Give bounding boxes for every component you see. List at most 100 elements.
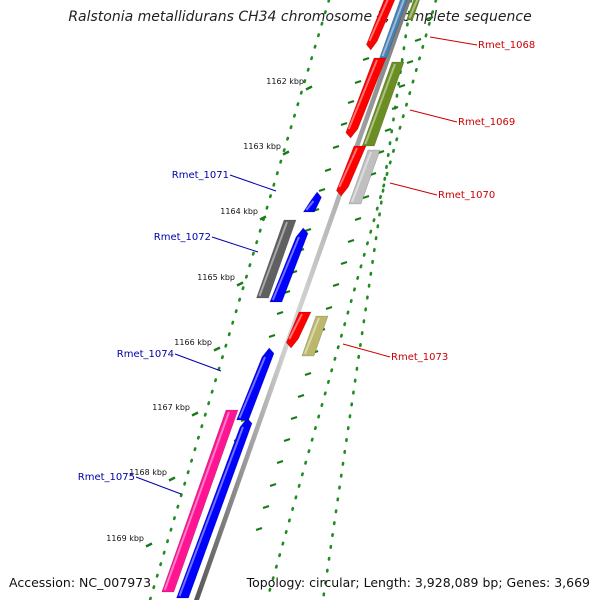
gene-label-rmet-1068[interactable]: Rmet_1068 [478, 40, 535, 51]
ruler-tick [282, 150, 290, 156]
ruler-tick-label: 1162 kbp [266, 77, 304, 86]
ruler-tick [268, 333, 276, 339]
ruler-tick [332, 282, 340, 288]
gene-leader-line [342, 343, 391, 358]
ruler-tick [414, 37, 422, 43]
ruler-tick [318, 187, 326, 193]
cog-feature-rmet-1073-highlight [303, 317, 320, 355]
ruler-tick-label: 1166 kbp [174, 338, 212, 347]
ruler-tick [269, 482, 277, 488]
gene-feature-rmet-1069-highlight [347, 59, 378, 130]
ruler-dotted-line [265, 0, 438, 600]
ruler-tick [191, 411, 199, 417]
gene-feature-rmet-1073 [285, 311, 312, 349]
ruler-tick [305, 85, 313, 91]
cog-feature-rmet-1072-highlight [258, 221, 288, 297]
ruler-tick [259, 215, 267, 221]
gene-feature-rmet-1074 [236, 347, 275, 421]
ruler-tick [290, 415, 298, 421]
accession-text: Accession: NC_007973 [9, 575, 152, 590]
gene-feature-rmet-1072 [269, 227, 309, 303]
gene-label-rmet-1074[interactable]: Rmet_1074 [117, 349, 174, 360]
gene-feature-rmet-1072-highlight [271, 236, 300, 301]
ruler-tick [426, 15, 434, 21]
gene-leader-line [389, 182, 438, 196]
gene-feature-rmet-1068-highlight [368, 0, 389, 42]
ruler-tick [255, 526, 263, 532]
ruler-tick [304, 227, 312, 233]
ruler-tick [213, 346, 221, 352]
ruler-tick [354, 216, 362, 222]
cog-feature-rmet-1075 [161, 409, 239, 593]
gene-leader-line [409, 109, 458, 123]
gene-leader-line [229, 174, 277, 192]
chromosome-backbone [194, 0, 411, 600]
ruler-tick [340, 121, 348, 127]
cog-feature-rmet-1068b-highlight [408, 0, 419, 19]
gene-feature-rmet-1075-highlight [178, 426, 244, 597]
gene-feature-rmet-1071 [302, 191, 322, 213]
ruler-tick-label: 1167 kbp [152, 403, 190, 412]
gene-feature-rmet-1075 [176, 417, 253, 599]
gene-leader-line [429, 36, 478, 46]
cog-feature-rmet-1070-highlight [351, 151, 372, 203]
gene-feature-rmet-1071-highlight [305, 200, 315, 211]
backbone-layer [194, 0, 411, 600]
gene-label-rmet-1075[interactable]: Rmet_1075 [78, 472, 135, 483]
gene-leader-line [211, 236, 259, 253]
ruler-tick [391, 105, 399, 111]
gene-label-rmet-1071[interactable]: Rmet_1071 [172, 170, 229, 181]
gene-label-rmet-1072[interactable]: Rmet_1072 [154, 232, 211, 243]
ruler-tick [168, 476, 176, 482]
ruler-tick [304, 371, 312, 377]
ruler-tick-label: 1168 kbp [129, 468, 167, 477]
ruler-tick-label: 1169 kbp [106, 534, 144, 543]
ruler-dotted-line [321, 0, 413, 600]
ruler-tick [325, 305, 333, 311]
ruler-tick [347, 99, 355, 105]
genes-layer [161, 0, 420, 599]
ruler-tick [283, 437, 291, 443]
ruler-tick [398, 83, 406, 89]
ruler-tick [354, 79, 362, 85]
ruler-tick [276, 310, 284, 316]
ruler-tick [276, 459, 284, 465]
ruler-tick [384, 127, 392, 133]
map-title: Ralstonia metallidurans CH34 chromosome … [68, 9, 532, 25]
ruler-tick [324, 167, 332, 173]
ruler-tick [262, 504, 270, 510]
gene-label-rmet-1069[interactable]: Rmet_1069 [458, 117, 515, 128]
ruler-tick [236, 281, 244, 287]
cog-feature-rmet-1072 [256, 219, 297, 299]
cog-feature-rmet-1073 [301, 315, 329, 357]
gene-leader-line [174, 353, 222, 372]
gene-feature-rmet-1073-highlight [288, 313, 303, 340]
cog-feature-rmet-1068b [406, 0, 420, 21]
gene-label-rmet-1073[interactable]: Rmet_1073 [391, 352, 448, 363]
ruler-tick [406, 59, 414, 65]
ruler-tick [297, 393, 305, 399]
labels-layer: Rmet_1068 Rmet_1069 Rmet_1070 Rmet_1071 Rmet… [78, 36, 535, 495]
gene-leader-line [135, 476, 182, 495]
ruler-tick [332, 144, 340, 150]
cog-feature-rmet-1068 [379, 0, 408, 59]
ruler-tick [362, 194, 370, 200]
cog-feature-rmet-1069-highlight [364, 63, 396, 145]
ruler-dotted-line [148, 0, 331, 600]
cog-feature-rmet-1069 [361, 61, 405, 147]
ruler-tick-label: 1163 kbp [243, 142, 281, 151]
gene-feature-rmet-1070-highlight [338, 147, 358, 188]
gene-feature-rmet-1074-highlight [238, 356, 266, 419]
ruler-tick-label: 1164 kbp [220, 207, 258, 216]
gene-feature-rmet-1068 [366, 0, 396, 51]
ruler-tick [347, 238, 355, 244]
ruler-tick [340, 260, 348, 266]
topology-text: Topology: circular; Length: 3,928,089 bp… [246, 575, 590, 590]
ruler-tick [362, 56, 370, 62]
ruler-tick-label: 1165 kbp [197, 273, 235, 282]
ruler-tick [145, 542, 153, 548]
gene-label-rmet-1070[interactable]: Rmet_1070 [438, 190, 495, 201]
cog-feature-rmet-1075-highlight [163, 411, 230, 591]
cog-feature-rmet-1070 [348, 149, 381, 205]
